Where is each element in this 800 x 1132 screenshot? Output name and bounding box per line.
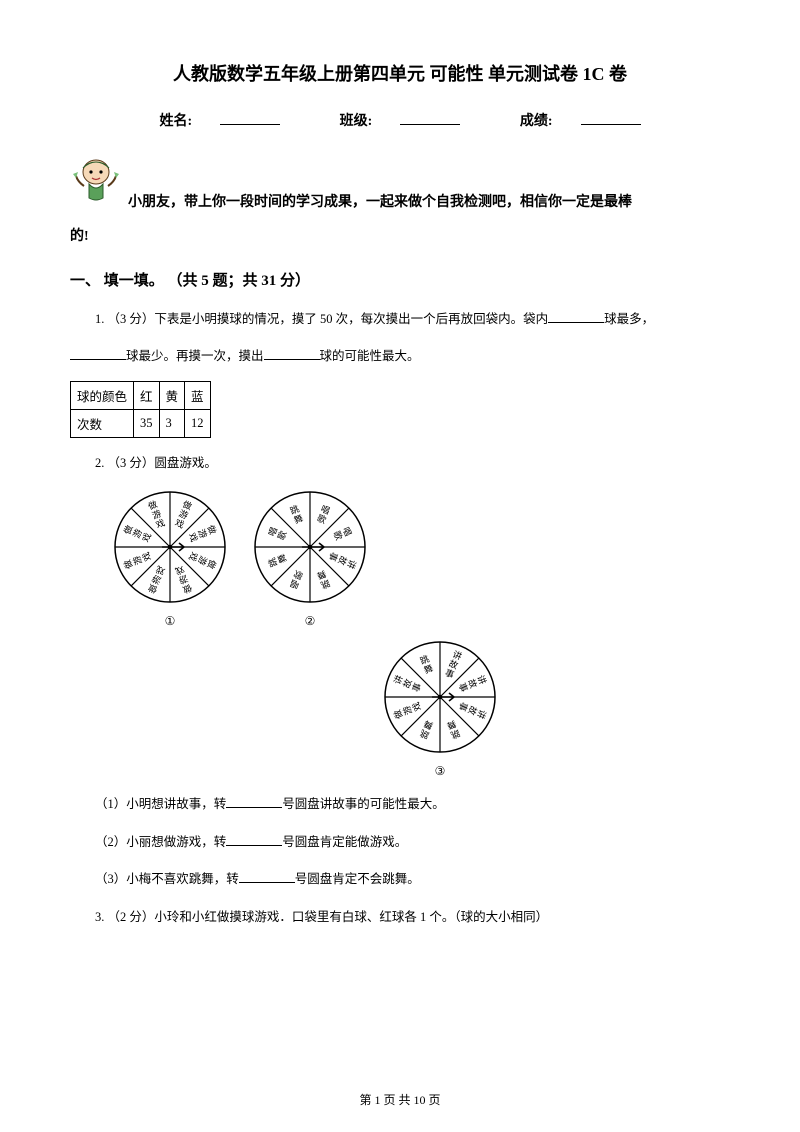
intro-row: 小朋友，带上你一段时间的学习成果，一起来做个自我检测吧，相信你一定是最棒 <box>70 154 730 219</box>
intro-text-2: 的! <box>70 225 730 245</box>
spinner-1: 做游戏做游戏做游戏做游戏做游戏做游戏做游戏做游戏 ① <box>110 487 230 629</box>
question-1-cont: 球最少。再摸一次，摸出球的可能性最大。 <box>70 343 730 371</box>
class-label: 班级: <box>326 114 475 129</box>
intro-text-1: 小朋友，带上你一段时间的学习成果，一起来做个自我检测吧，相信你一定是最棒 <box>128 154 632 219</box>
question-3: 3. （2 分）小玲和小红做摸球游戏．口袋里有白球、红球各 1 个。（球的大小相… <box>70 904 730 932</box>
question-2-1: （1）小明想讲故事，转号圆盘讲故事的可能性最大。 <box>70 791 730 819</box>
ball-table: 球的颜色红黄蓝 次数35312 <box>70 381 211 438</box>
spinner-2-label: ② <box>250 614 370 629</box>
info-line: 姓名: 班级: 成绩: <box>70 110 730 130</box>
question-2-2: （2）小丽想做游戏，转号圆盘肯定能做游戏。 <box>70 829 730 857</box>
table-row: 次数35312 <box>71 409 211 437</box>
score-label: 成绩: <box>506 114 655 129</box>
spinner-1-label: ① <box>110 614 230 629</box>
page-title: 人教版数学五年级上册第四单元 可能性 单元测试卷 1C 卷 <box>70 60 730 86</box>
question-2-3: （3）小梅不喜欢跳舞，转号圆盘肯定不会跳舞。 <box>70 866 730 894</box>
spinner-3-label: ③ <box>380 764 500 779</box>
question-2: 2. （3 分）圆盘游戏。 <box>70 450 730 478</box>
section-heading: 一、 填一填。 （共 5 题；共 31 分） <box>70 269 730 290</box>
spinner-2: 唱歌唱歌讲故事跳舞唱歌跳舞唱歌跳舞 ② <box>250 487 370 629</box>
table-row: 球的颜色红黄蓝 <box>71 381 211 409</box>
name-label: 姓名: <box>145 114 294 129</box>
spinner-area: 做游戏做游戏做游戏做游戏做游戏做游戏做游戏做游戏 ① 唱歌唱歌讲故事跳舞唱歌跳舞… <box>110 487 730 779</box>
mascot-icon <box>70 154 122 210</box>
question-1: 1. （3 分）下表是小明摸球的情况，摸了 50 次，每次摸出一个后再放回袋内。… <box>70 306 730 334</box>
page-footer: 第 1 页 共 10 页 <box>0 1091 800 1108</box>
spinner-3: 讲故事讲故事讲故事跳舞跳舞做游戏讲故事跳舞 ③ <box>380 637 500 779</box>
